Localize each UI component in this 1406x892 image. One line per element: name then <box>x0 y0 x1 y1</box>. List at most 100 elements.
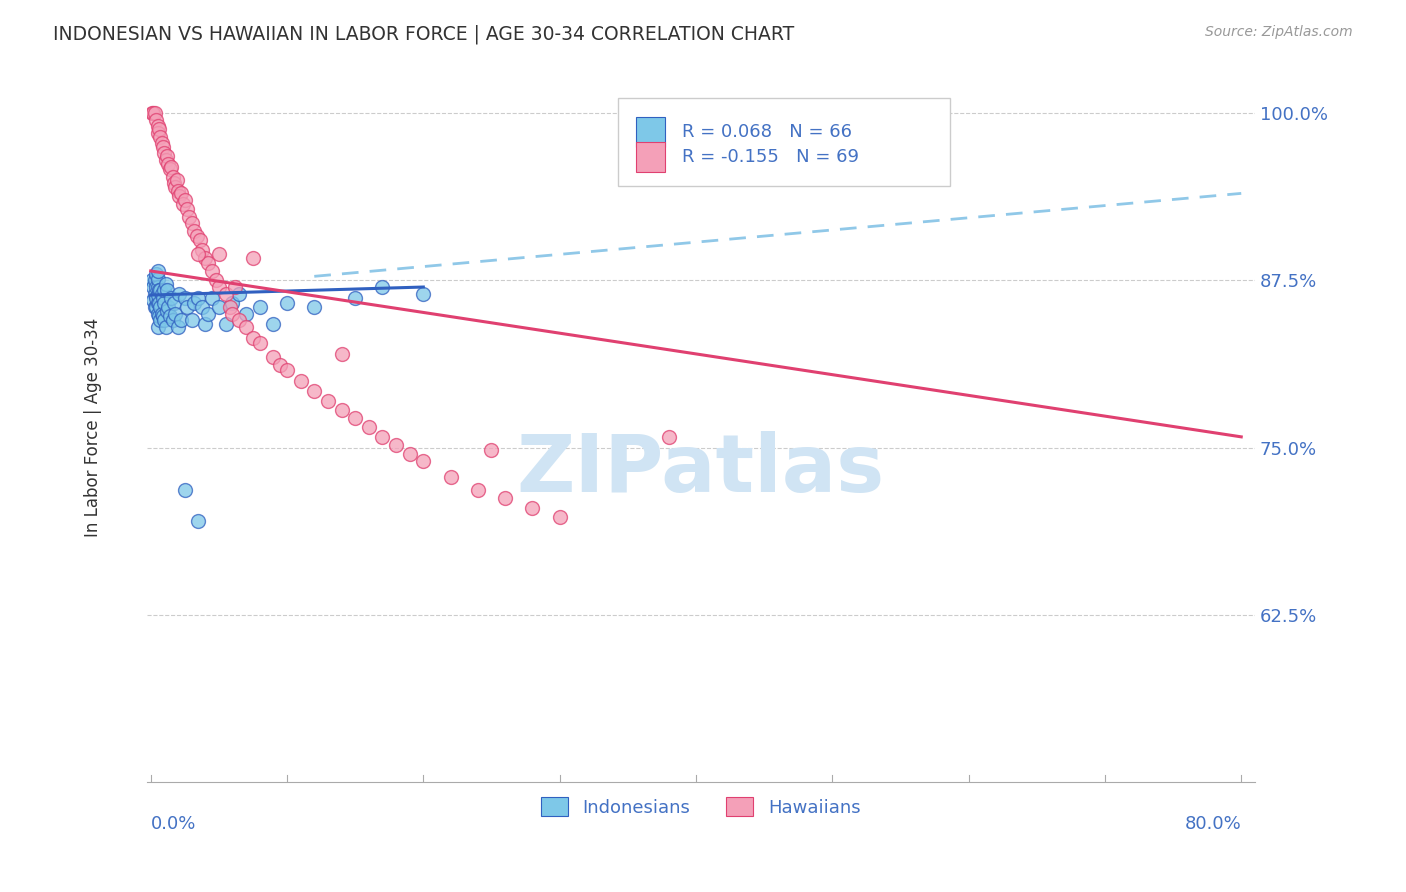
Point <box>150 286 173 301</box>
Point <box>149 283 172 297</box>
Point <box>183 296 205 310</box>
Point <box>160 291 183 305</box>
Point <box>165 179 187 194</box>
Point <box>162 170 184 185</box>
Point <box>522 500 544 515</box>
Point <box>180 313 202 327</box>
Point <box>149 313 172 327</box>
Point <box>242 331 264 345</box>
Text: ZIPatlas: ZIPatlas <box>516 431 884 509</box>
Point <box>173 291 195 305</box>
Point <box>173 193 195 207</box>
Point <box>155 277 177 292</box>
Point <box>145 112 167 127</box>
Point <box>276 296 298 310</box>
FancyBboxPatch shape <box>637 143 665 172</box>
Point <box>197 256 219 270</box>
Point <box>142 106 165 120</box>
Point <box>159 162 181 177</box>
Point <box>152 139 174 153</box>
Point <box>177 211 200 225</box>
Point <box>160 160 183 174</box>
Point <box>215 318 238 332</box>
Text: R = 0.068   N = 66: R = 0.068 N = 66 <box>682 123 852 141</box>
Point <box>157 157 180 171</box>
Point <box>156 304 179 318</box>
Point <box>344 291 367 305</box>
Point <box>146 320 169 334</box>
Point <box>167 320 190 334</box>
Point <box>153 283 176 297</box>
Point <box>262 350 284 364</box>
Point <box>169 286 191 301</box>
Point <box>269 358 291 372</box>
Point <box>163 176 186 190</box>
Point <box>235 307 257 321</box>
Point <box>170 313 193 327</box>
Point <box>249 336 271 351</box>
Point <box>150 136 173 150</box>
Point <box>146 296 169 310</box>
Point <box>176 202 198 217</box>
Point <box>141 273 163 287</box>
Point <box>208 300 231 314</box>
Point <box>153 146 176 161</box>
Point <box>235 320 257 334</box>
Point <box>143 286 166 301</box>
Point <box>398 447 420 461</box>
Point <box>548 510 571 524</box>
Point <box>242 251 264 265</box>
Point <box>249 300 271 314</box>
Text: R = -0.155   N = 69: R = -0.155 N = 69 <box>682 148 859 166</box>
Point <box>304 384 326 399</box>
Point <box>357 420 380 434</box>
Point <box>143 300 166 314</box>
Point <box>197 307 219 321</box>
Point <box>146 120 169 134</box>
Point <box>148 296 170 310</box>
Point <box>276 363 298 377</box>
Point <box>170 186 193 201</box>
Point <box>412 286 434 301</box>
Point <box>344 411 367 425</box>
Point <box>152 291 174 305</box>
Point <box>148 310 170 324</box>
Point <box>439 470 461 484</box>
Point <box>162 313 184 327</box>
Point <box>172 197 194 211</box>
Point <box>215 286 238 301</box>
Point <box>148 122 170 136</box>
Point <box>262 318 284 332</box>
Point <box>191 300 214 314</box>
Point <box>467 483 489 498</box>
Point <box>143 273 166 287</box>
Point <box>166 173 188 187</box>
Point <box>159 310 181 324</box>
Point <box>187 246 209 260</box>
Point <box>155 320 177 334</box>
Point <box>191 243 214 257</box>
Legend: Indonesians, Hawaiians: Indonesians, Hawaiians <box>534 790 868 824</box>
Point <box>221 296 243 310</box>
Point <box>371 430 394 444</box>
Point <box>156 149 179 163</box>
Point <box>142 280 165 294</box>
Text: In Labor Force | Age 30-34: In Labor Force | Age 30-34 <box>84 318 103 537</box>
Point <box>201 264 224 278</box>
Point <box>228 286 250 301</box>
Point <box>186 229 208 244</box>
Point <box>218 300 240 314</box>
Point <box>208 280 231 294</box>
Point <box>148 283 170 297</box>
Point <box>146 288 169 302</box>
Point <box>385 438 408 452</box>
Point <box>188 233 211 247</box>
Point <box>205 273 228 287</box>
Point <box>150 307 173 321</box>
Point <box>412 454 434 468</box>
Point <box>165 307 187 321</box>
FancyBboxPatch shape <box>637 117 665 146</box>
Point <box>173 483 195 498</box>
Point <box>330 347 353 361</box>
Point <box>176 300 198 314</box>
